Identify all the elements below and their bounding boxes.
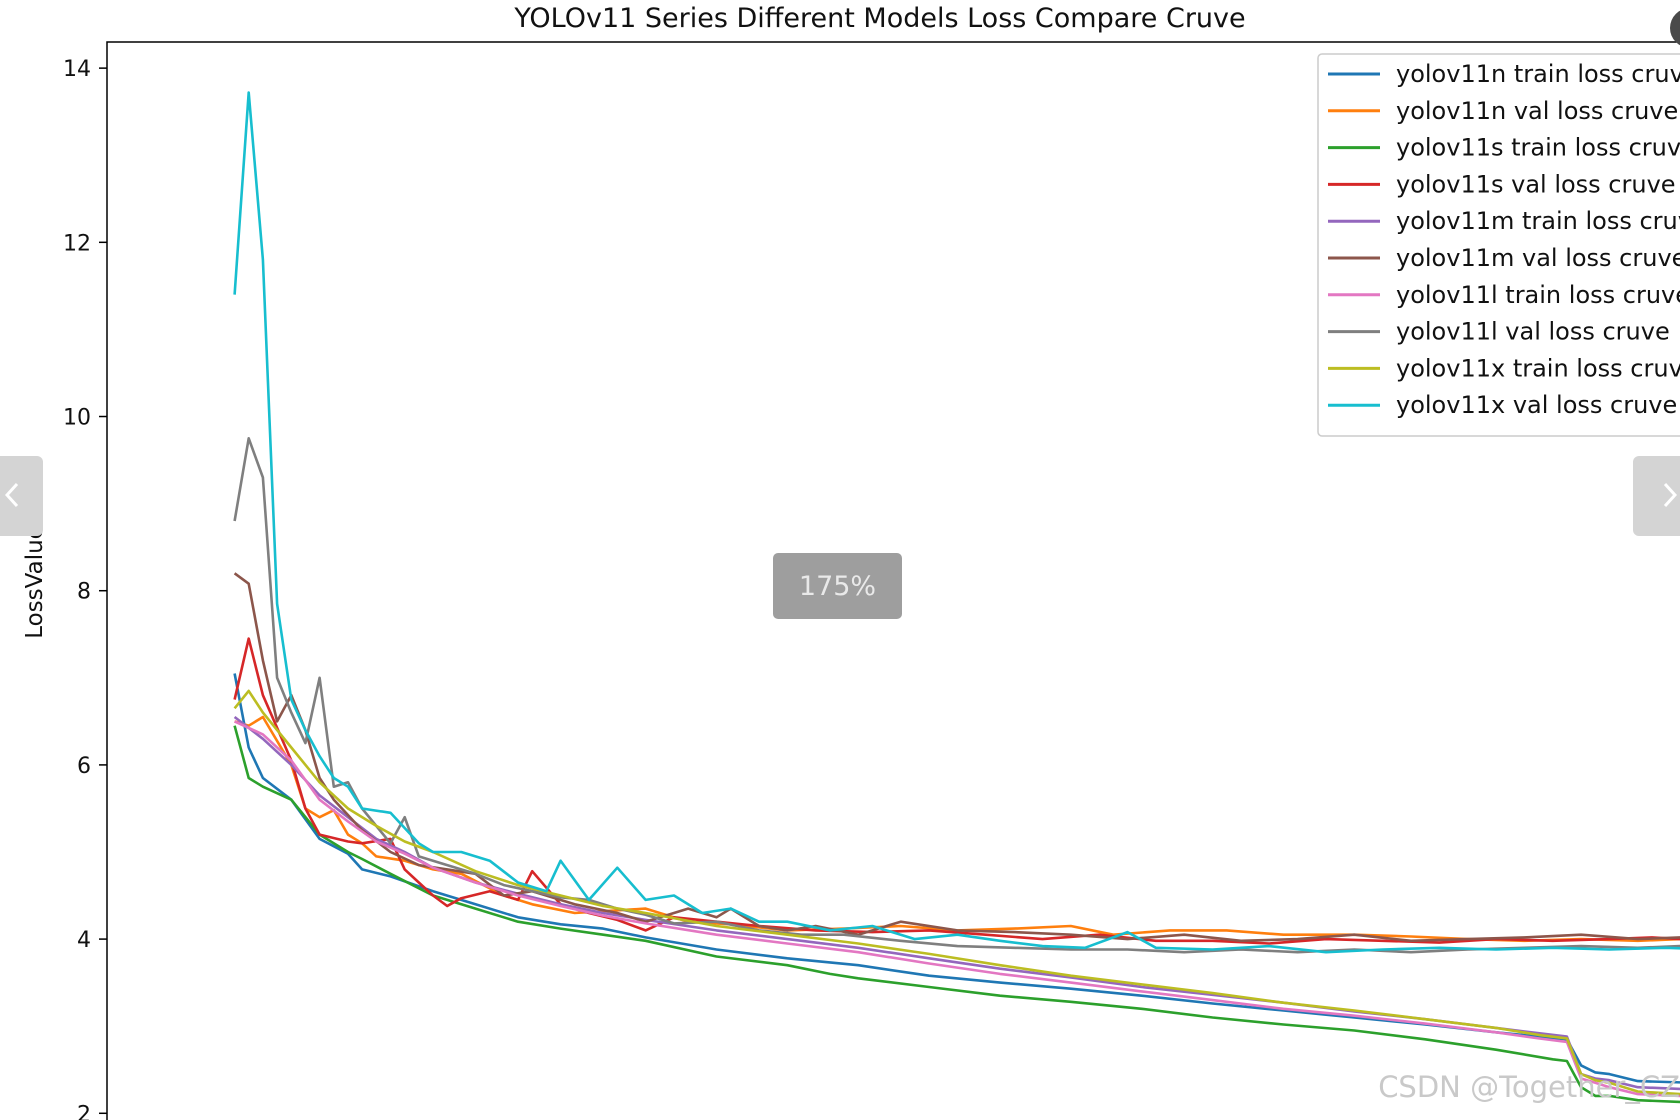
watermark: CSDN @Together_CZ bbox=[1378, 1070, 1680, 1104]
chart-title: YOLOv11 Series Different Models Loss Com… bbox=[513, 3, 1245, 34]
series-line-2 bbox=[233, 725, 1680, 1104]
y-tick-label: 2 bbox=[77, 1102, 91, 1120]
series-line-3 bbox=[233, 637, 1680, 945]
legend-label: yolov11x val loss cruve bbox=[1396, 391, 1677, 419]
legend-label: yolov11n train loss cruve bbox=[1396, 60, 1680, 88]
chevron-right-icon bbox=[1663, 482, 1677, 508]
y-tick-label: 6 bbox=[77, 754, 91, 779]
series-lines bbox=[233, 91, 1680, 1104]
legend-label: yolov11m train loss cruve bbox=[1396, 207, 1680, 235]
plot-frame bbox=[106, 41, 1680, 1120]
legend-label: yolov11s val loss cruve bbox=[1396, 170, 1676, 198]
zoom-level-badge: 175% bbox=[773, 553, 902, 619]
chart-legend: yolov11n train loss cruve yolov11n val lo… bbox=[1317, 53, 1680, 437]
legend-label: yolov11s train loss cruve bbox=[1396, 134, 1680, 162]
series-line-7 bbox=[233, 436, 1680, 954]
legend-label: yolov11m val loss cruve bbox=[1396, 244, 1680, 272]
y-tick-label: 4 bbox=[77, 928, 91, 953]
chevron-left-icon bbox=[5, 482, 19, 508]
next-image-button[interactable] bbox=[1633, 456, 1680, 536]
previous-image-button[interactable] bbox=[0, 456, 43, 536]
y-tick-label: 10 bbox=[63, 406, 91, 431]
legend-label: yolov11n val loss cruve bbox=[1396, 97, 1678, 125]
series-line-5 bbox=[233, 572, 1680, 943]
series-line-8 bbox=[233, 689, 1680, 1096]
y-tick-label: 8 bbox=[77, 580, 91, 605]
legend-label: yolov11x train loss cruve bbox=[1396, 354, 1680, 382]
y-tick-label: 12 bbox=[63, 231, 91, 256]
series-line-6 bbox=[234, 720, 1680, 1098]
y-axis-label: LossValue bbox=[22, 525, 48, 639]
close-button[interactable] bbox=[1670, 8, 1680, 48]
series-line-1 bbox=[234, 715, 1680, 943]
legend-box bbox=[1317, 53, 1680, 437]
legend-label: yolov11l train loss cruve bbox=[1396, 281, 1680, 309]
y-tick-label: 14 bbox=[63, 57, 91, 82]
series-line-9 bbox=[233, 91, 1680, 954]
y-axis-ticks: 2 4 6 8 10 12 14 bbox=[63, 57, 107, 1120]
legend-label: yolov11l val loss cruve bbox=[1396, 318, 1670, 346]
